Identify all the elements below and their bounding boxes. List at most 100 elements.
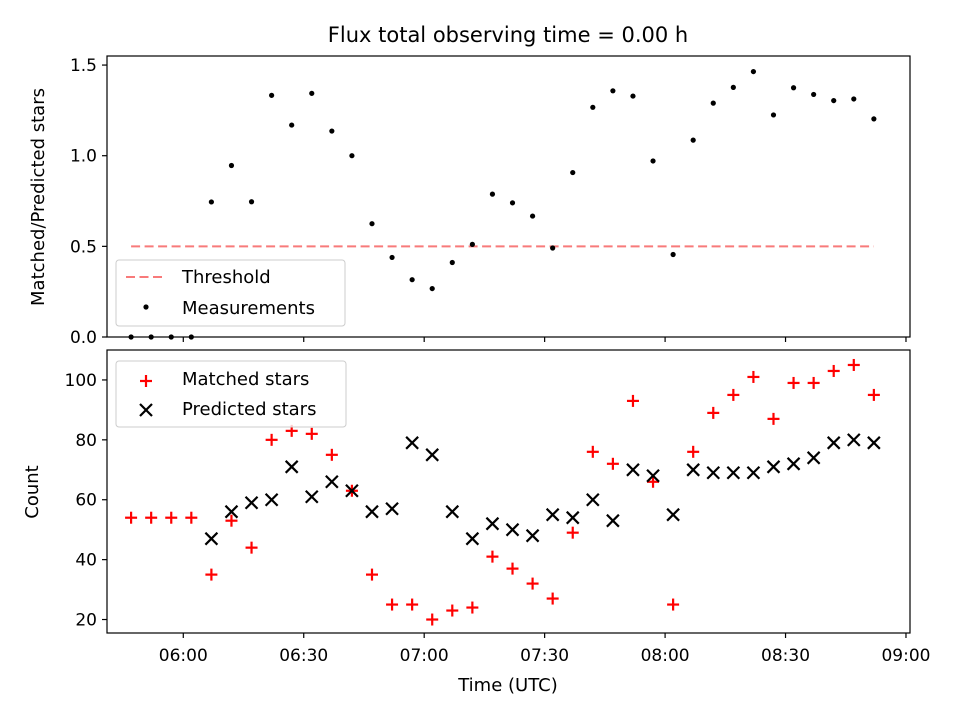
top-y-tick-label: 1.0: [70, 147, 97, 167]
predicted-stars-legend-marker: [139, 403, 153, 417]
predicted-star-point: [405, 436, 419, 450]
measurement-point: [208, 199, 214, 205]
measurement-point: [449, 259, 455, 266]
predicted-star-mark-b: [244, 495, 259, 510]
predicted-star-point: [746, 466, 761, 480]
predicted-star-point: [204, 531, 219, 546]
matched-star-point: [325, 448, 338, 461]
measurement-point: [831, 97, 837, 104]
predicted-star-point: [666, 507, 680, 522]
bottom-y-tick-label: 40: [75, 551, 97, 571]
measurements-series: [128, 68, 877, 340]
matched-star-point: [727, 388, 740, 401]
predicted-star-mark-b: [806, 451, 821, 465]
predicted-star-mark-b: [345, 483, 359, 498]
predicted-star-mark-b: [505, 522, 520, 537]
matched-star-point: [386, 598, 399, 611]
predicted-star-point: [244, 495, 259, 510]
measurement-point: [790, 85, 797, 91]
bottom-y-tick-label: 80: [75, 431, 97, 451]
matched-star-point: [586, 445, 599, 458]
matched-star-point: [687, 445, 700, 458]
bottom-x-tick-label: 07:00: [400, 646, 449, 666]
matched-star-point: [466, 601, 479, 614]
measurement-point: [550, 245, 556, 251]
measurement-point: [128, 334, 134, 340]
measurement-point: [509, 200, 516, 206]
measurement-point: [489, 191, 496, 197]
matched-star-point: [486, 550, 499, 563]
measurement-point: [851, 96, 857, 102]
predicted-star-point: [786, 457, 801, 471]
predicted-star-mark-b: [786, 457, 801, 471]
matched-star-point: [185, 511, 198, 524]
measurement-point: [309, 90, 315, 96]
top-x-ticks: [182, 337, 907, 342]
predicted-star-point: [565, 510, 580, 525]
x-axis-label: Time (UTC): [457, 675, 558, 696]
predicted-star-mark-b: [204, 531, 219, 546]
matched-star-point: [827, 364, 840, 377]
predicted-star-point: [485, 516, 500, 531]
bottom-legend: Matched stars Predicted stars: [115, 360, 347, 428]
predicted-stars-series: [204, 433, 881, 546]
predicted-star-mark-b: [606, 513, 620, 528]
measurement-point: [770, 112, 777, 118]
measurement-point: [188, 334, 194, 340]
measurement-point: [148, 334, 154, 340]
predicted-star-point: [826, 436, 841, 450]
predicted-star-mark-b: [586, 492, 600, 507]
measurement-point: [871, 116, 877, 122]
predicted-star-mark-b: [385, 501, 399, 516]
matched-star-point: [747, 370, 760, 383]
matched-star-point: [205, 568, 218, 581]
bottom-x-tick-label: 06:30: [279, 646, 328, 666]
predicted-star-point: [385, 501, 399, 516]
measurements-legend-label: Measurements: [182, 298, 315, 319]
matched-star-point: [506, 562, 519, 575]
predicted-star-point: [325, 474, 339, 489]
bottom-y-axis-label: Count: [22, 465, 43, 518]
measurement-point: [349, 153, 355, 159]
predicted-star-point: [766, 460, 781, 474]
top-legend-box: [115, 259, 346, 327]
matched-star-point: [526, 577, 539, 590]
top-y-tick-label: 0.0: [70, 328, 97, 348]
predicted-star-point: [806, 451, 821, 465]
measurement-point: [369, 221, 375, 227]
predicted-star-mark-b: [766, 460, 781, 474]
predicted-star-mark-b: [264, 492, 279, 507]
predicted-star-point: [726, 466, 741, 480]
bottom-y-tick-label: 20: [75, 611, 97, 631]
measurement-point: [610, 88, 616, 94]
predicted-star-point: [545, 507, 560, 522]
matched-star-point: [245, 541, 258, 554]
top-panel: 0.0 0.5 1.0 1.5 Matched/Predicted stars Thr…: [28, 55, 911, 348]
measurement-point: [730, 84, 736, 90]
bottom-legend-box: [115, 360, 347, 428]
chart-title: Flux total observing time = 0.00 h: [328, 23, 688, 47]
matched-star-point: [145, 511, 158, 524]
matched-star-point: [667, 598, 680, 611]
measurement-point: [590, 104, 596, 110]
measurement-point: [630, 93, 636, 99]
matched-star-point: [165, 511, 178, 524]
measurement-point: [409, 277, 415, 283]
matched-star-point: [647, 475, 660, 488]
predicted-star-point: [304, 489, 319, 504]
predicted-star-point: [706, 466, 721, 480]
measurement-point: [329, 128, 335, 134]
measurement-point: [670, 251, 676, 258]
top-y-tick-label: 0.5: [70, 237, 97, 257]
predicted-star-mark-b: [224, 504, 239, 519]
measurement-point: [389, 254, 395, 261]
bottom-x-tick-label: 08:30: [761, 646, 810, 666]
measurement-point: [289, 122, 295, 128]
bottom-x-tick-label: 06:00: [159, 646, 208, 666]
matched-stars-legend-label: Matched stars: [182, 369, 309, 390]
predicted-star-mark-b: [726, 466, 741, 480]
predicted-star-mark-b: [445, 504, 460, 519]
measurement-point: [710, 100, 716, 106]
matched-star-point: [125, 511, 138, 524]
measurement-point: [168, 334, 174, 340]
